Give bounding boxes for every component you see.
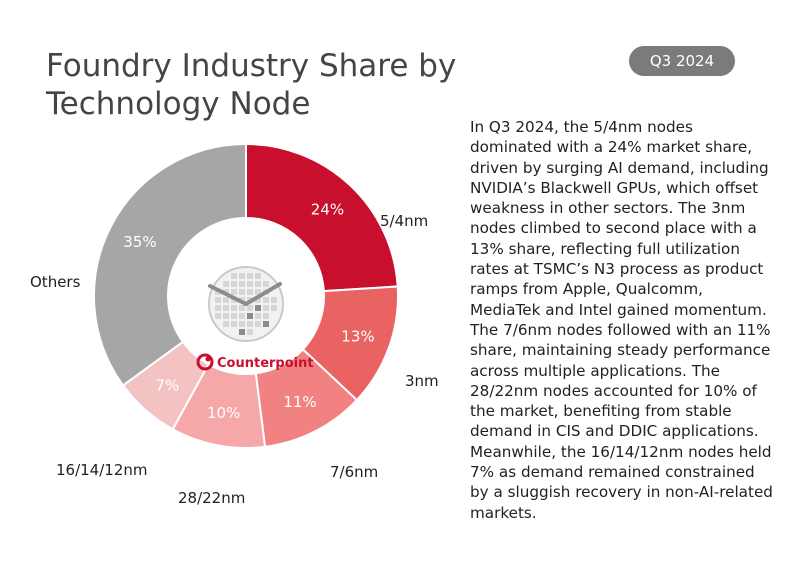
wafer-cell <box>231 313 237 319</box>
wafer-cell <box>263 297 269 303</box>
value-label: 10% <box>207 404 240 422</box>
wafer-cell <box>247 313 253 319</box>
wafer-cell <box>247 321 253 327</box>
wafer-clock-icon <box>208 266 284 342</box>
wafer-cell <box>247 289 253 295</box>
wafer-cell <box>223 297 229 303</box>
wafer-cell <box>215 313 221 319</box>
wafer-cell <box>263 305 269 311</box>
wafer-cell <box>247 329 253 335</box>
wafer-cell <box>215 305 221 311</box>
wafer-cell <box>239 289 245 295</box>
wafer-cell <box>223 313 229 319</box>
category-label: Others <box>30 273 81 291</box>
chart-title: Foundry Industry Share by Technology Nod… <box>46 48 457 122</box>
category-label: 16/14/12nm <box>56 461 148 479</box>
wafer-cell <box>239 281 245 287</box>
wafer-cell <box>239 273 245 279</box>
period-badge: Q3 2024 <box>629 46 735 76</box>
counterpoint-logo-text: Counterpoint <box>217 356 314 371</box>
value-label: 11% <box>283 393 316 411</box>
wafer-cell <box>231 289 237 295</box>
wafer-cell <box>263 313 269 319</box>
slice-others <box>93 142 247 387</box>
value-label: 24% <box>311 200 344 218</box>
wafer-cell <box>239 329 245 335</box>
value-label: 13% <box>341 327 374 345</box>
value-label: 35% <box>123 233 156 251</box>
wafer-cell <box>255 297 261 303</box>
wafer-cell <box>231 281 237 287</box>
wafer-cell <box>255 273 261 279</box>
wafer-cell <box>263 281 269 287</box>
wafer-cell <box>263 321 269 327</box>
wafer-cell <box>271 305 277 311</box>
wafer-cell <box>223 321 229 327</box>
wafer-cell <box>223 281 229 287</box>
wafer-cell <box>255 305 261 311</box>
wafer-cell <box>255 313 261 319</box>
wafer-cell <box>239 313 245 319</box>
wafer-cell <box>215 297 221 303</box>
wafer-cell <box>239 305 245 311</box>
category-label: 28/22nm <box>178 489 245 507</box>
value-labels-group: 24% 13% 11% 10% 7% 35% <box>123 200 374 422</box>
category-label: 3nm <box>405 372 439 390</box>
category-label: 5/4nm <box>380 212 428 230</box>
wafer-cell <box>223 305 229 311</box>
wafer-cell <box>255 321 261 327</box>
slices-group <box>93 142 399 449</box>
wafer-cell <box>247 281 253 287</box>
counterpoint-logo-mark <box>196 353 214 371</box>
wafer-cell <box>239 321 245 327</box>
category-label: 7/6nm <box>330 463 378 481</box>
donut-chart: 24% 13% 11% 10% 7% 35% 5/4nm 3nm 7/6nm 28/22nm 16… <box>30 142 439 507</box>
slice-5-4nm <box>245 142 399 293</box>
category-labels-group: 5/4nm 3nm 7/6nm 28/22nm 16/14/12nm Others <box>30 212 439 507</box>
description-text: In Q3 2024, the 5/4nm nodes dominated wi… <box>470 118 773 522</box>
wafer-cell <box>247 305 253 311</box>
wafer-cell <box>271 297 277 303</box>
wafer-cell <box>231 273 237 279</box>
wafer-cell <box>247 273 253 279</box>
wafer-cell <box>231 305 237 311</box>
wafer-cell <box>255 289 261 295</box>
value-label: 7% <box>155 376 179 394</box>
counterpoint-logo: Counterpoint <box>196 266 314 371</box>
wafer-cell <box>231 321 237 327</box>
wafer-cell <box>255 281 261 287</box>
